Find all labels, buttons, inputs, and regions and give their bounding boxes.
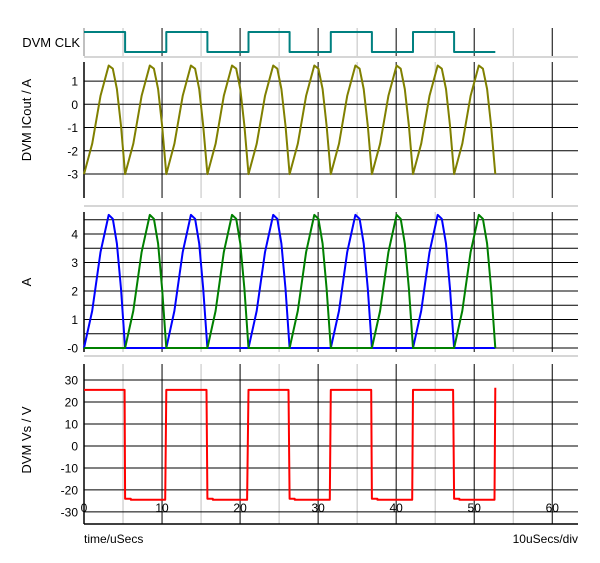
y-tick-label: -10 [61,461,79,475]
y-tick-label: -3 [67,168,78,182]
axis-labels: DVM CLK DVM ICout / A A DVM Vs / V time/… [19,35,578,546]
y-tick-label: 0 [71,98,78,112]
y-tick-label: 10 [65,418,79,432]
x-tick-label: 20 [233,501,247,515]
y-tick-label: 20 [65,396,79,410]
y-tick-label: -30 [61,505,79,519]
y-tick-label: 0 [71,439,78,453]
clk-label: DVM CLK [22,35,80,50]
y-tick-label: 1 [71,75,78,89]
y-tick-label: -0 [67,342,78,356]
x-axis-label: time/uSecs [84,532,143,546]
y-tick-label: 2 [71,284,78,298]
y-tick-label: -1 [67,121,78,135]
y-tick-label: -20 [61,483,79,497]
x-tick-label: 60 [546,501,560,515]
traces [83,31,497,501]
x-tick-label: 50 [468,501,482,515]
y-tick-label: 30 [65,374,79,388]
current-axis-label: A [19,277,34,286]
y-tick-label: 1 [71,313,78,327]
vs-axis-label: DVM Vs / V [19,406,34,474]
trace-panel2-series1 [83,64,497,176]
y-tick-label: 4 [71,227,78,241]
y-tick-label: 3 [71,256,78,270]
x-tick-label: 40 [389,501,403,515]
trace-panel3-series2 [84,213,497,349]
x-scale-label: 10uSecs/div [513,532,578,546]
x-tick-label: 10 [155,501,169,515]
x-tick-label: 0 [81,501,88,515]
icout-axis-label: DVM ICout / A [19,78,34,161]
trace-panel4-series1 [84,387,497,501]
y-tick-label: -2 [67,144,78,158]
x-tick-label: 30 [311,501,325,515]
trace-panel1-series1 [84,31,496,53]
